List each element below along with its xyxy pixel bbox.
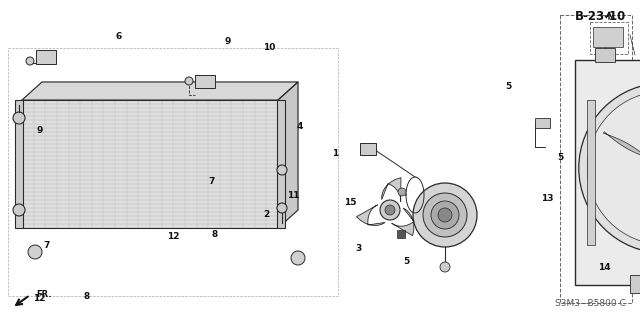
Circle shape <box>26 57 34 65</box>
Polygon shape <box>278 82 298 228</box>
Bar <box>575 60 640 285</box>
Circle shape <box>291 251 305 265</box>
Text: 1: 1 <box>332 149 339 158</box>
Text: 13: 13 <box>541 194 554 203</box>
Text: 5: 5 <box>506 82 512 91</box>
Text: 8: 8 <box>83 292 90 301</box>
Circle shape <box>277 165 287 175</box>
Polygon shape <box>356 205 385 226</box>
Circle shape <box>13 112 25 124</box>
Circle shape <box>277 203 287 213</box>
Text: 3: 3 <box>355 244 362 253</box>
Text: 10: 10 <box>262 43 275 52</box>
Polygon shape <box>604 132 640 160</box>
Circle shape <box>28 245 42 259</box>
Text: FR.: FR. <box>36 290 51 299</box>
Circle shape <box>579 83 640 253</box>
Text: 2: 2 <box>263 210 269 219</box>
Circle shape <box>385 205 395 215</box>
Text: 15: 15 <box>344 198 357 207</box>
Bar <box>587 100 595 245</box>
Text: 12: 12 <box>166 232 179 241</box>
Circle shape <box>431 201 459 229</box>
Bar <box>195 75 215 88</box>
Text: B-23-10: B-23-10 <box>574 10 626 23</box>
Bar <box>630 275 640 293</box>
Bar <box>22 100 278 228</box>
Text: 14: 14 <box>598 263 611 272</box>
Bar <box>397 230 405 238</box>
Circle shape <box>438 208 452 222</box>
Circle shape <box>380 200 400 220</box>
Text: 8: 8 <box>211 230 218 239</box>
Circle shape <box>588 92 640 244</box>
Text: 12: 12 <box>33 294 46 303</box>
Text: 11: 11 <box>287 191 300 200</box>
Text: 5: 5 <box>557 153 563 162</box>
Text: 6: 6 <box>115 32 122 41</box>
Text: 7: 7 <box>43 241 49 250</box>
Bar <box>277 100 285 228</box>
Circle shape <box>185 77 193 85</box>
Bar <box>22 100 278 228</box>
Text: 9: 9 <box>36 126 43 135</box>
Bar <box>560 15 632 303</box>
Text: S3M3−B5800 C: S3M3−B5800 C <box>555 299 625 308</box>
Bar <box>590 22 628 54</box>
Circle shape <box>13 204 25 216</box>
Bar <box>360 143 376 155</box>
Text: 5: 5 <box>403 257 410 266</box>
Bar <box>535 118 550 128</box>
Text: 9: 9 <box>224 37 230 46</box>
Circle shape <box>413 183 477 247</box>
Polygon shape <box>22 82 298 100</box>
Circle shape <box>440 262 450 272</box>
Circle shape <box>423 193 467 237</box>
Text: 7: 7 <box>208 177 214 186</box>
Bar <box>15 100 23 228</box>
Circle shape <box>398 188 406 196</box>
Bar <box>8 48 338 296</box>
Polygon shape <box>392 208 414 236</box>
Bar <box>595 48 615 62</box>
Text: 4: 4 <box>296 122 303 130</box>
Bar <box>593 27 623 47</box>
Polygon shape <box>381 178 401 202</box>
Bar <box>36 50 56 64</box>
